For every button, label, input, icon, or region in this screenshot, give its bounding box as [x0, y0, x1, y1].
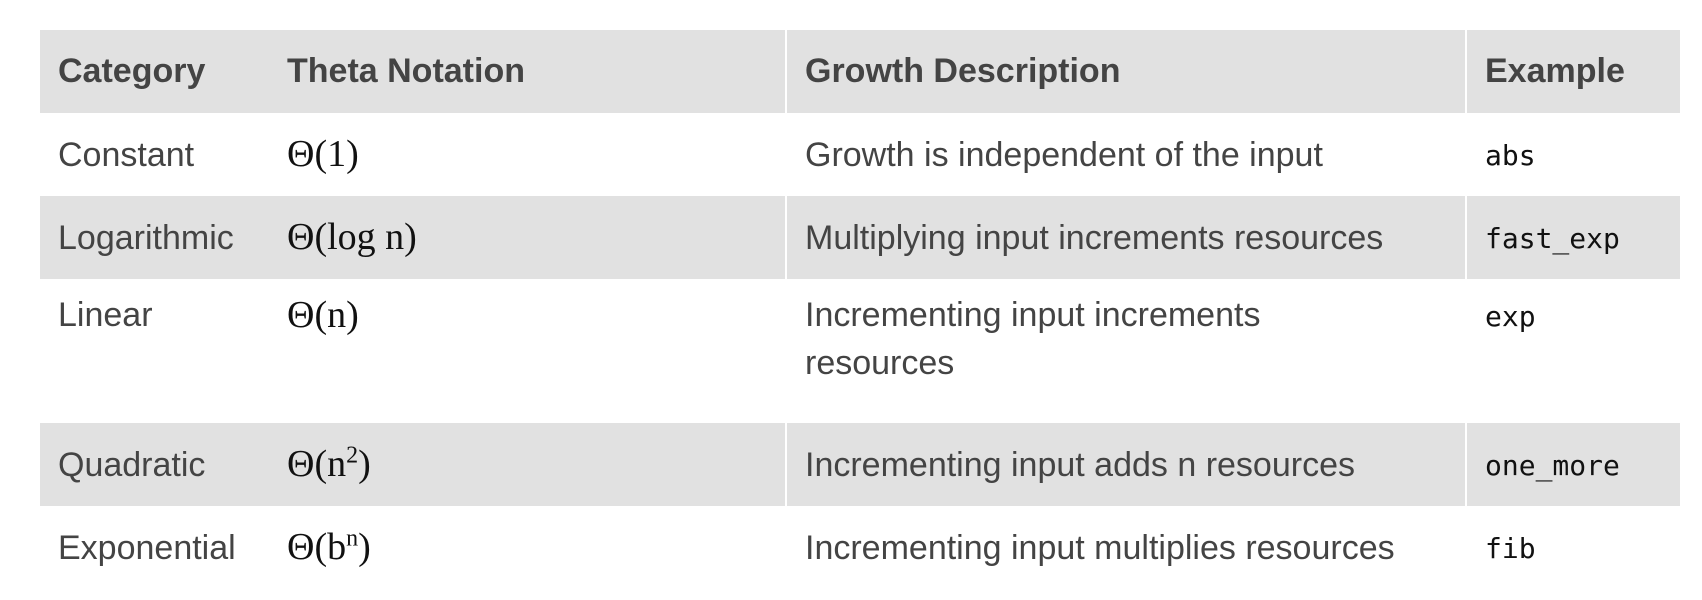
description-text: Incrementing input increments resources: [805, 296, 1261, 382]
growth-table: Category Theta Notation Growth Descripti…: [40, 30, 1680, 589]
example-code: fast_exp: [1485, 221, 1620, 255]
header-category: Category: [40, 30, 269, 113]
cell-example: fast_exp: [1465, 196, 1680, 279]
theta-base: Θ(n: [287, 443, 347, 485]
theta-exponent: 2: [346, 442, 359, 469]
cell-example: fib: [1465, 506, 1680, 589]
cell-description: Incrementing input multiplies resources: [785, 506, 1466, 589]
cell-example: one_more: [1465, 423, 1680, 506]
cell-theta: Θ(1): [269, 113, 786, 196]
table-body: Constant Θ(1) Growth is independent of t…: [40, 113, 1680, 589]
example-code: fib: [1485, 531, 1536, 565]
cell-category: Constant: [58, 135, 195, 174]
cell-category: Linear: [58, 296, 153, 334]
theta-expression: Θ(n2): [287, 443, 371, 485]
theta-expression: Θ(bn): [287, 526, 371, 568]
example-code: abs: [1485, 138, 1536, 172]
theta-close: ): [346, 133, 359, 175]
cell-theta: Θ(log n): [269, 196, 786, 279]
table-row: Linear Θ(n) Incrementing input increment…: [40, 279, 1680, 423]
cell-theta: Θ(n): [269, 279, 786, 423]
theta-close: ): [346, 294, 359, 336]
table-row: Exponential Θ(bn) Incrementing input mul…: [40, 506, 1680, 589]
theta-close: ): [358, 443, 371, 485]
header-theta-notation: Theta Notation: [269, 30, 786, 113]
theta-base: Θ(log n: [287, 216, 405, 258]
cell-description: Growth is independent of the input: [785, 113, 1466, 196]
theta-close: ): [358, 526, 371, 568]
cell-theta: Θ(n2): [269, 423, 786, 506]
example-code: one_more: [1485, 448, 1620, 482]
theta-expression: Θ(n): [287, 294, 359, 336]
cell-description: Incrementing input adds n resources: [785, 423, 1466, 506]
table-row: Constant Θ(1) Growth is independent of t…: [40, 113, 1680, 196]
cell-example: exp: [1465, 279, 1680, 423]
table-row: Logarithmic Θ(log n) Multiplying input i…: [40, 196, 1680, 279]
theta-base: Θ(b: [287, 526, 347, 568]
theta-base: Θ(1: [287, 133, 347, 175]
cell-example: abs: [1465, 113, 1680, 196]
theta-base: Θ(n: [287, 294, 347, 336]
cell-description: Multiplying input increments resources: [785, 196, 1466, 279]
table-header: Category Theta Notation Growth Descripti…: [40, 30, 1680, 113]
header-growth-description: Growth Description: [785, 30, 1466, 113]
theta-close: ): [404, 216, 417, 258]
theta-expression: Θ(1): [287, 133, 359, 175]
theta-expression: Θ(log n): [287, 216, 417, 258]
theta-exponent: n: [346, 525, 359, 552]
cell-theta: Θ(bn): [269, 506, 786, 589]
header-row: Category Theta Notation Growth Descripti…: [40, 30, 1680, 113]
example-code: exp: [1485, 300, 1536, 333]
cell-category: Logarithmic: [40, 196, 269, 279]
cell-category: Exponential: [58, 528, 236, 567]
cell-description: Incrementing input increments resources: [785, 279, 1466, 423]
cell-category: Quadratic: [40, 423, 269, 506]
table-row: Quadratic Θ(n2) Incrementing input adds …: [40, 423, 1680, 506]
header-example: Example: [1465, 30, 1680, 113]
